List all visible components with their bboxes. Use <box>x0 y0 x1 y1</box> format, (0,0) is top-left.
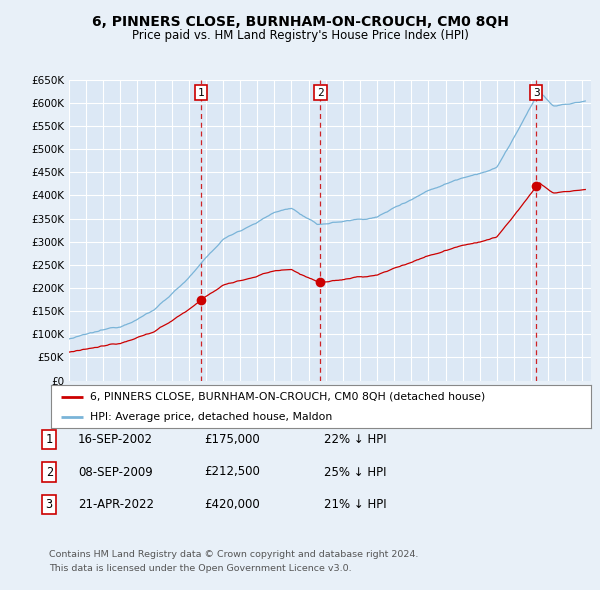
Text: 21% ↓ HPI: 21% ↓ HPI <box>324 498 386 511</box>
Text: HPI: Average price, detached house, Maldon: HPI: Average price, detached house, Mald… <box>90 412 332 422</box>
Text: £175,000: £175,000 <box>204 433 260 446</box>
Text: 22% ↓ HPI: 22% ↓ HPI <box>324 433 386 446</box>
Text: Contains HM Land Registry data © Crown copyright and database right 2024.: Contains HM Land Registry data © Crown c… <box>49 550 419 559</box>
Text: 2: 2 <box>46 466 53 478</box>
Text: 08-SEP-2009: 08-SEP-2009 <box>78 466 153 478</box>
Text: 2: 2 <box>317 87 324 97</box>
Text: 1: 1 <box>46 433 53 446</box>
Text: 1: 1 <box>197 87 205 97</box>
Text: 6, PINNERS CLOSE, BURNHAM-ON-CROUCH, CM0 8QH: 6, PINNERS CLOSE, BURNHAM-ON-CROUCH, CM0… <box>92 15 508 29</box>
Text: 3: 3 <box>46 498 53 511</box>
Text: 21-APR-2022: 21-APR-2022 <box>78 498 154 511</box>
Text: 16-SEP-2002: 16-SEP-2002 <box>78 433 153 446</box>
Text: £212,500: £212,500 <box>204 466 260 478</box>
Text: 3: 3 <box>533 87 539 97</box>
Text: This data is licensed under the Open Government Licence v3.0.: This data is licensed under the Open Gov… <box>49 564 352 573</box>
Text: 6, PINNERS CLOSE, BURNHAM-ON-CROUCH, CM0 8QH (detached house): 6, PINNERS CLOSE, BURNHAM-ON-CROUCH, CM0… <box>90 392 485 402</box>
Text: Price paid vs. HM Land Registry's House Price Index (HPI): Price paid vs. HM Land Registry's House … <box>131 30 469 42</box>
Text: £420,000: £420,000 <box>204 498 260 511</box>
Text: 25% ↓ HPI: 25% ↓ HPI <box>324 466 386 478</box>
